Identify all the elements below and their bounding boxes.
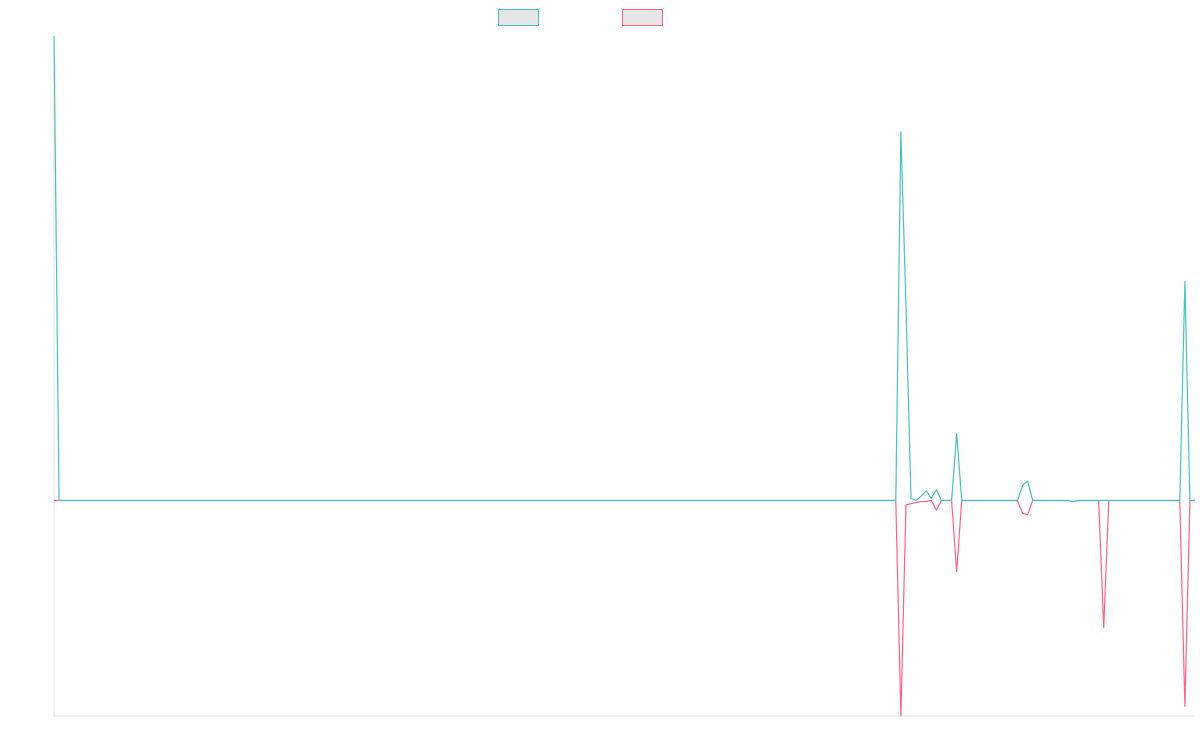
legend-swatch-positive bbox=[498, 9, 539, 26]
series-group bbox=[53, 35, 1195, 717]
series-line-positive bbox=[53, 35, 1195, 503]
series-line-negative bbox=[54, 499, 1195, 717]
legend-swatch-negative bbox=[622, 9, 663, 26]
legend bbox=[498, 9, 663, 26]
axes bbox=[53, 36, 1195, 717]
